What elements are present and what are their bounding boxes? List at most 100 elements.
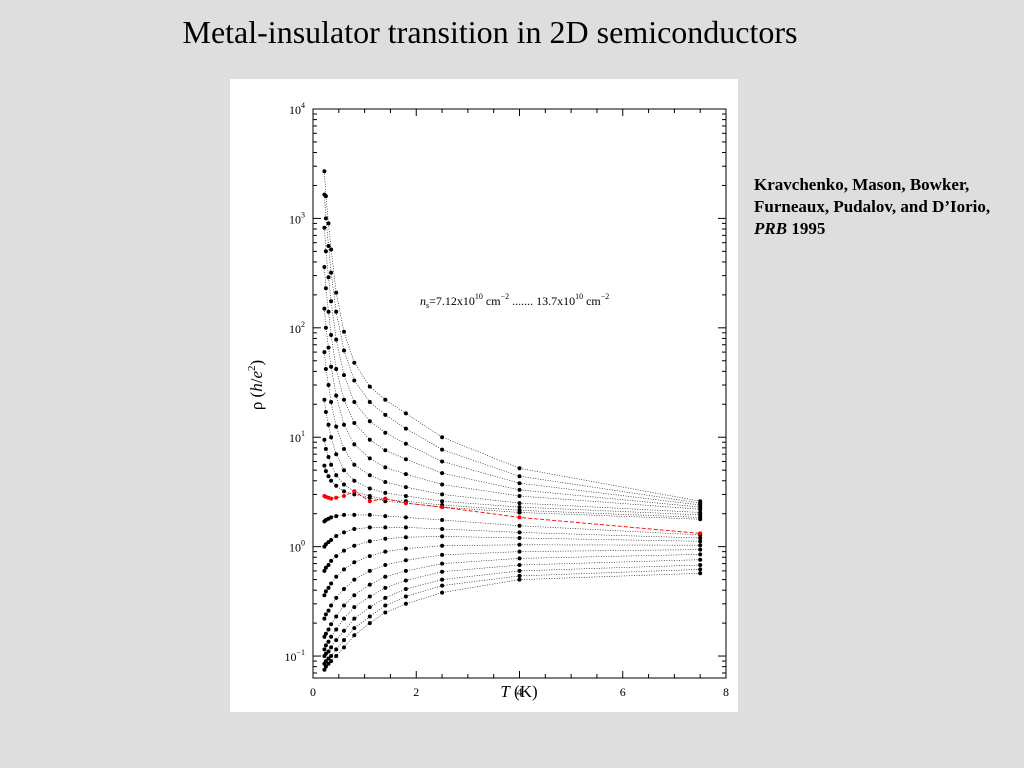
data-point	[322, 463, 327, 468]
y-tick-label: 100	[289, 539, 305, 555]
data-point	[342, 645, 346, 650]
data-point	[326, 656, 331, 661]
data-point	[329, 462, 334, 467]
data-point	[440, 435, 445, 440]
data-point	[698, 536, 703, 540]
data-point	[326, 649, 331, 654]
data-point	[517, 556, 522, 561]
data-point	[698, 567, 703, 572]
data-point	[383, 563, 388, 567]
data-point	[342, 447, 346, 451]
data-point	[517, 573, 522, 578]
data-point	[517, 487, 522, 492]
critical-data-point	[329, 496, 334, 501]
data-point	[323, 286, 328, 291]
data-point	[352, 378, 357, 383]
data-point	[326, 275, 331, 280]
data-point	[342, 329, 346, 334]
data-point	[329, 299, 334, 304]
critical-data-point	[352, 489, 357, 494]
data-point	[323, 249, 328, 254]
data-point	[517, 568, 522, 573]
series-line-12	[324, 527, 701, 547]
series-line-17	[324, 559, 701, 650]
y-tick-label: 10−1	[284, 648, 305, 664]
data-point	[326, 345, 331, 350]
data-point	[342, 603, 346, 608]
data-point	[334, 290, 339, 295]
data-point	[342, 530, 346, 535]
data-point	[326, 585, 331, 590]
data-point	[322, 169, 327, 174]
data-point	[367, 456, 372, 461]
data-point	[383, 585, 388, 590]
data-point	[517, 466, 522, 471]
data-point	[440, 447, 445, 452]
data-point	[342, 468, 346, 473]
data-point	[352, 400, 357, 404]
series-line-11	[324, 514, 701, 536]
data-point	[334, 424, 339, 429]
data-point	[367, 568, 372, 573]
data-point	[383, 610, 388, 615]
data-point	[323, 565, 328, 570]
plot-frame	[312, 108, 727, 679]
data-point	[326, 627, 331, 632]
critical-data-point	[698, 531, 703, 536]
data-point	[334, 337, 339, 342]
data-point	[329, 247, 334, 252]
series-line-9	[324, 465, 701, 520]
data-point	[323, 659, 328, 664]
data-point	[367, 539, 372, 544]
data-point	[440, 534, 445, 539]
data-point	[383, 603, 388, 608]
data-point	[367, 594, 372, 599]
data-point	[352, 577, 357, 582]
data-point	[326, 639, 331, 644]
series-line-15	[324, 549, 701, 619]
data-point	[342, 373, 346, 378]
data-point	[342, 628, 346, 633]
data-point	[440, 527, 445, 531]
data-point	[517, 549, 522, 554]
data-point	[440, 590, 445, 595]
data-point	[329, 645, 334, 650]
data-point	[367, 621, 372, 626]
data-point	[326, 422, 331, 427]
data-point	[352, 478, 357, 483]
data-point	[329, 581, 334, 586]
data-point	[329, 333, 334, 337]
data-point	[323, 410, 328, 414]
data-point	[698, 547, 703, 552]
data-point	[342, 482, 346, 487]
axis-ticks: 0 2 4 6 8 10−1 100 101 102 103 104	[284, 101, 729, 699]
data-point	[367, 582, 372, 587]
series-line-20	[324, 573, 701, 670]
critical-data-point	[334, 495, 339, 500]
x-tick-label: 8	[723, 685, 729, 699]
data-point	[334, 534, 339, 538]
series-line-18	[324, 564, 701, 657]
data-point	[322, 634, 327, 639]
data-point	[352, 593, 357, 598]
data-point	[322, 437, 327, 442]
series-line-7	[324, 399, 701, 516]
x-tick-label: 2	[413, 685, 419, 699]
data-point	[367, 400, 372, 404]
data-point	[334, 614, 339, 619]
data-point	[383, 490, 388, 495]
data-point	[342, 422, 346, 427]
data-point	[440, 583, 445, 588]
resistivity-chart: 0 2 4 6 8 10−1 100 101 102 103 104 ns=7.12x1010 cm…	[246, 101, 729, 701]
data-point	[698, 517, 703, 522]
data-point	[342, 587, 346, 591]
data-point	[322, 593, 327, 598]
series-line-16	[324, 554, 701, 637]
x-tick-label: 6	[620, 685, 626, 699]
data-point	[383, 595, 388, 600]
data-point	[329, 558, 334, 563]
data-point	[334, 595, 339, 600]
y-tick-label: 103	[289, 210, 305, 226]
data-point	[517, 474, 522, 479]
data-point	[329, 400, 334, 404]
